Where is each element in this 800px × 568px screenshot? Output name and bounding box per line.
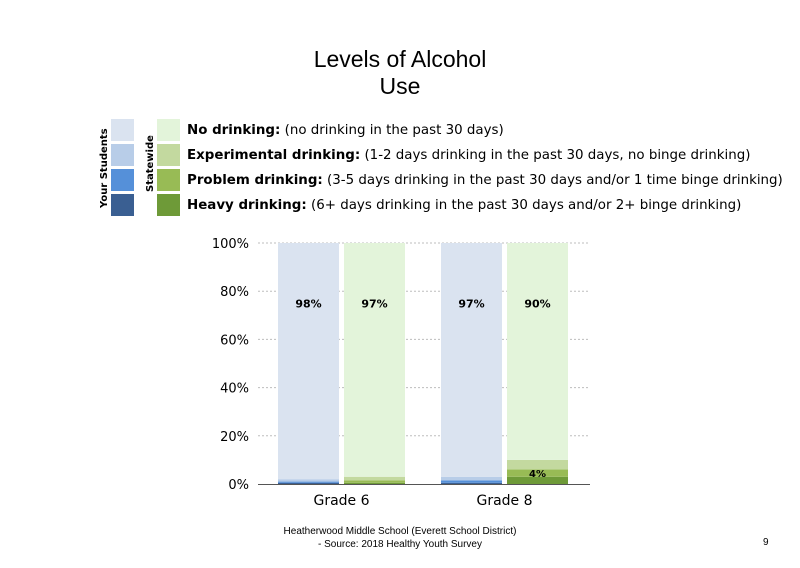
legend-item-name: Heavy drinking: bbox=[187, 198, 307, 213]
legend-swatch-your-problem bbox=[111, 169, 134, 191]
data-label: 98% bbox=[295, 297, 321, 310]
y-tick-label: 100% bbox=[212, 237, 249, 252]
y-tick-label: 80% bbox=[220, 285, 249, 300]
legend-swatch-state-heavy bbox=[157, 194, 180, 216]
legend-item-desc: (1-2 days drinking in the past 30 days, … bbox=[360, 148, 751, 163]
legend-item-desc: (no drinking in the past 30 days) bbox=[280, 123, 504, 138]
bar-segment bbox=[278, 479, 339, 482]
bar-segment bbox=[344, 476, 405, 481]
bar-segment bbox=[507, 469, 568, 477]
bar-segment bbox=[344, 482, 405, 484]
bar-segment bbox=[441, 476, 502, 481]
x-category-label: Grade 8 bbox=[476, 493, 532, 509]
bar-segment bbox=[507, 476, 568, 484]
legend-item-experimental: Experimental drinking: (1-2 days drinkin… bbox=[187, 148, 750, 164]
page-number: 9 bbox=[763, 537, 769, 548]
y-tick-label: 20% bbox=[220, 430, 249, 445]
chart-title-line-2: Use bbox=[379, 73, 421, 99]
bar-segment bbox=[344, 243, 405, 477]
legend-item-no-drinking: No drinking: (no drinking in the past 30… bbox=[187, 123, 504, 139]
y-tick-label: 0% bbox=[228, 478, 249, 493]
footer-line-2: - Source: 2018 Healthy Youth Survey bbox=[318, 539, 482, 550]
data-label: 97% bbox=[361, 297, 387, 310]
legend-item-problem: Problem drinking: (3-5 days drinking in … bbox=[187, 173, 783, 189]
x-category-label: Grade 6 bbox=[313, 493, 369, 509]
data-label: 90% bbox=[524, 297, 550, 310]
legend-item-desc: (6+ days drinking in the past 30 days an… bbox=[306, 198, 742, 213]
legend-swatch-state-experimental bbox=[157, 144, 180, 166]
legend-swatch-state-problem bbox=[157, 169, 180, 191]
bar-segment bbox=[278, 243, 339, 480]
bar-segment bbox=[278, 481, 339, 483]
footer-source: Heatherwood Middle School (Everett Schoo… bbox=[200, 525, 600, 551]
data-label: 97% bbox=[458, 297, 484, 310]
bar-segment bbox=[344, 480, 405, 483]
footer-line-1: Heatherwood Middle School (Everett Schoo… bbox=[283, 526, 517, 537]
bar-segment bbox=[441, 482, 502, 484]
data-label: 4% bbox=[529, 469, 546, 480]
chart-title-line-1: Levels of Alcohol bbox=[313, 46, 487, 72]
bar-segment bbox=[441, 480, 502, 483]
legend-swatch-your-heavy bbox=[111, 194, 134, 216]
bar-segment bbox=[507, 459, 568, 470]
legend-item-desc: (3-5 days drinking in the past 30 days a… bbox=[322, 173, 783, 188]
legend-item-heavy: Heavy drinking: (6+ days drinking in the… bbox=[187, 198, 741, 214]
bar-segment bbox=[278, 482, 339, 484]
legend-swatch-your-no-drinking bbox=[111, 119, 134, 141]
bar-segment bbox=[441, 243, 502, 477]
y-tick-label: 60% bbox=[220, 333, 249, 348]
legend-item-name: No drinking: bbox=[187, 123, 281, 138]
y-tick-label: 40% bbox=[220, 382, 249, 397]
legend-swatch-state-no-drinking bbox=[157, 119, 180, 141]
legend-item-name: Experimental drinking: bbox=[187, 148, 361, 163]
legend-item-name: Problem drinking: bbox=[187, 173, 323, 188]
chart-title: Levels of Alcohol Use bbox=[0, 46, 800, 100]
legend-swatch-your-experimental bbox=[111, 144, 134, 166]
bar-segment bbox=[507, 243, 568, 460]
